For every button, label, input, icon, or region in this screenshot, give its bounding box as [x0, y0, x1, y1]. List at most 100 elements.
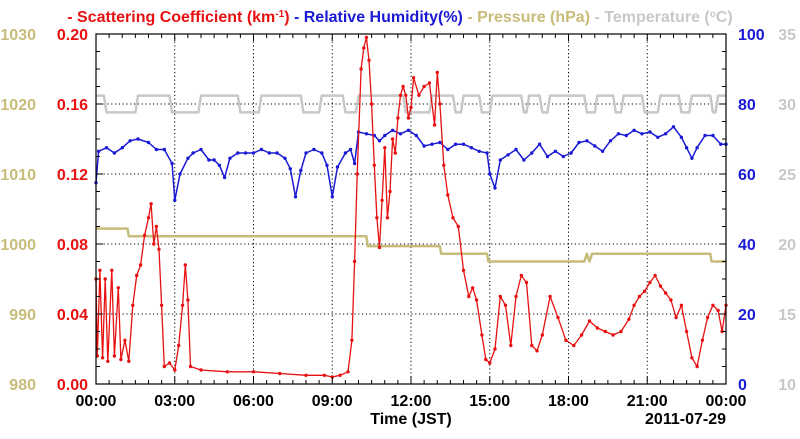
y-tick-label-humidity: 60	[738, 167, 756, 184]
data-point-scattering	[278, 371, 282, 376]
data-point-humidity	[438, 140, 442, 145]
data-point-humidity	[679, 135, 684, 139]
data-point-humidity	[128, 139, 132, 143]
data-point-scattering	[648, 280, 652, 285]
data-point-scattering	[110, 268, 114, 272]
data-point-scattering	[530, 343, 534, 348]
data-point-scattering	[417, 93, 421, 98]
data-point-scattering	[438, 102, 442, 106]
data-point-scattering	[116, 286, 121, 290]
data-point-scattering	[679, 303, 684, 307]
data-point-scattering	[106, 359, 110, 363]
data-point-humidity	[585, 139, 589, 143]
data-point-humidity	[228, 156, 232, 160]
data-point-humidity	[446, 147, 450, 152]
data-point-scattering	[556, 315, 560, 320]
data-point-scattering	[346, 370, 350, 374]
data-point-scattering	[393, 151, 397, 155]
data-point-scattering	[372, 163, 376, 167]
data-point-scattering	[352, 259, 357, 264]
y-tick-label-humidity: 0	[738, 377, 747, 394]
legend: - Scattering Coefficient (km-1) - Relati…	[67, 9, 733, 27]
data-point-humidity	[343, 151, 348, 155]
data-point-humidity	[199, 147, 203, 152]
y-tick-label-temperature: 35	[778, 27, 796, 44]
data-point-scattering	[669, 298, 673, 302]
data-point-humidity	[136, 137, 140, 141]
data-point-humidity	[430, 142, 434, 146]
data-point-scattering	[684, 329, 689, 334]
data-point-humidity	[352, 161, 357, 166]
data-point-scattering	[705, 315, 710, 320]
legend-label-pressure: Pressure (hPa)	[477, 9, 590, 26]
data-point-scattering	[157, 247, 161, 251]
data-point-scattering	[467, 294, 471, 299]
y-tick-label-scattering: 0.08	[57, 237, 88, 254]
data-point-scattering	[603, 329, 607, 334]
y-tick-label-pressure: 1030	[0, 27, 36, 44]
series-line-pressure	[96, 227, 726, 263]
data-point-scattering	[383, 146, 387, 150]
data-point-humidity	[104, 146, 109, 150]
data-point-humidity	[671, 125, 676, 129]
data-point-humidity	[553, 149, 558, 153]
y-tick-label-temperature: 25	[778, 167, 796, 184]
data-point-scattering	[579, 333, 584, 337]
y-tick-label-temperature: 30	[778, 97, 796, 114]
data-point-scattering	[619, 329, 623, 334]
ticks	[95, 33, 727, 385]
data-point-humidity	[690, 156, 694, 160]
y-tick-label-pressure: 980	[9, 377, 36, 394]
y-tick-label-humidity: 100	[738, 27, 765, 44]
legend-text: - Scattering Coefficient (km-1) - Relati…	[67, 9, 733, 27]
y-tick-label-humidity: 40	[738, 237, 756, 254]
data-point-humidity	[545, 154, 550, 159]
data-point-scattering	[401, 84, 405, 89]
y-tick-label-scattering: 0.16	[57, 97, 88, 114]
x-axis-title: Time (JST)	[370, 411, 452, 428]
data-point-scattering	[690, 356, 694, 360]
x-tick-label: 00:00	[706, 393, 747, 410]
data-point-scattering	[322, 373, 327, 377]
data-point-humidity	[348, 147, 353, 152]
data-point-scattering	[409, 105, 413, 110]
data-point-scattering	[186, 298, 190, 302]
data-point-scattering	[480, 333, 484, 337]
x-tick-label: 09:00	[312, 393, 353, 410]
data-point-scattering	[369, 102, 374, 106]
data-point-scattering	[380, 198, 384, 202]
data-point-scattering	[167, 361, 172, 365]
data-point-humidity	[684, 146, 689, 150]
series-line-temperature	[96, 94, 726, 114]
data-point-scattering	[695, 364, 699, 369]
legend-sup-scattering: -1	[275, 9, 284, 20]
x-tick-label: 06:00	[233, 393, 274, 410]
data-point-scattering	[587, 319, 592, 323]
data-point-humidity	[162, 147, 166, 152]
y-tick-label-humidity: 80	[738, 97, 756, 114]
data-point-humidity	[236, 151, 240, 155]
data-point-humidity	[616, 132, 621, 136]
data-point-scattering	[461, 268, 466, 272]
data-point-scattering	[637, 294, 642, 299]
data-point-humidity	[422, 144, 426, 148]
data-point-humidity	[695, 146, 699, 150]
data-point-scattering	[653, 273, 657, 278]
data-point-scattering	[404, 93, 408, 98]
data-point-humidity	[288, 167, 292, 171]
series-line-scattering	[95, 36, 727, 378]
data-point-humidity	[522, 158, 526, 162]
data-point-humidity	[469, 146, 474, 150]
data-point-humidity	[498, 158, 502, 162]
y-tick-label-pressure: 1020	[0, 97, 36, 114]
legend-label-scattering: Scattering Coefficient (km	[77, 9, 275, 26]
data-point-humidity	[514, 147, 518, 152]
data-point-humidity	[453, 142, 458, 146]
data-point-humidity	[485, 151, 489, 155]
legend-suffix-temperature: C)	[716, 9, 733, 26]
data-point-scattering	[427, 81, 432, 85]
data-point-scattering	[432, 123, 437, 127]
data-point-humidity	[640, 132, 644, 136]
data-point-humidity	[624, 133, 628, 138]
data-point-scattering	[611, 333, 615, 337]
